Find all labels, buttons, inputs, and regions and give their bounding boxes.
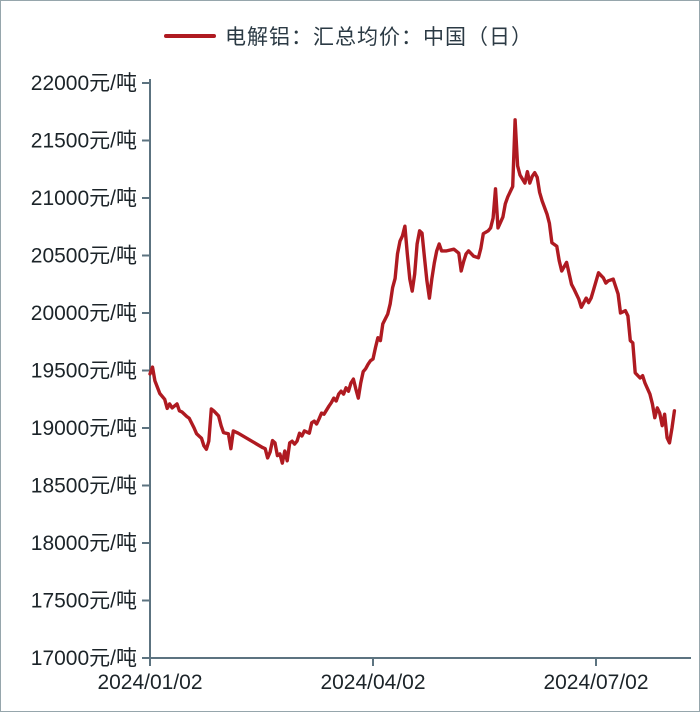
x-axis-label: 2024/04/02 — [320, 671, 425, 694]
legend-line-marker — [164, 34, 216, 38]
y-axis-label: 19000元/吨 — [31, 417, 137, 440]
y-axis-label: 19500元/吨 — [31, 360, 137, 383]
y-axis-label: 21000元/吨 — [31, 187, 137, 210]
y-axis-label: 18500元/吨 — [31, 475, 137, 498]
legend-label: 电解铝：汇总均价：中国（日） — [225, 25, 533, 49]
y-axis-label: 21500元/吨 — [31, 130, 137, 153]
y-axis-label: 17000元/吨 — [31, 647, 137, 670]
y-axis-label: 20000元/吨 — [31, 302, 137, 325]
legend: 电解铝：汇总均价：中国（日） — [164, 23, 533, 49]
y-axis-label: 20500元/吨 — [31, 245, 137, 268]
price-line — [148, 118, 677, 465]
axes — [149, 79, 691, 659]
x-axis-label: 2024/07/02 — [543, 671, 648, 694]
y-axis-label: 17500元/吨 — [31, 590, 137, 613]
y-axis-label: 18000元/吨 — [31, 532, 137, 555]
x-axis-label: 2024/01/02 — [97, 671, 202, 694]
y-axis-label: 22000元/吨 — [31, 72, 137, 95]
